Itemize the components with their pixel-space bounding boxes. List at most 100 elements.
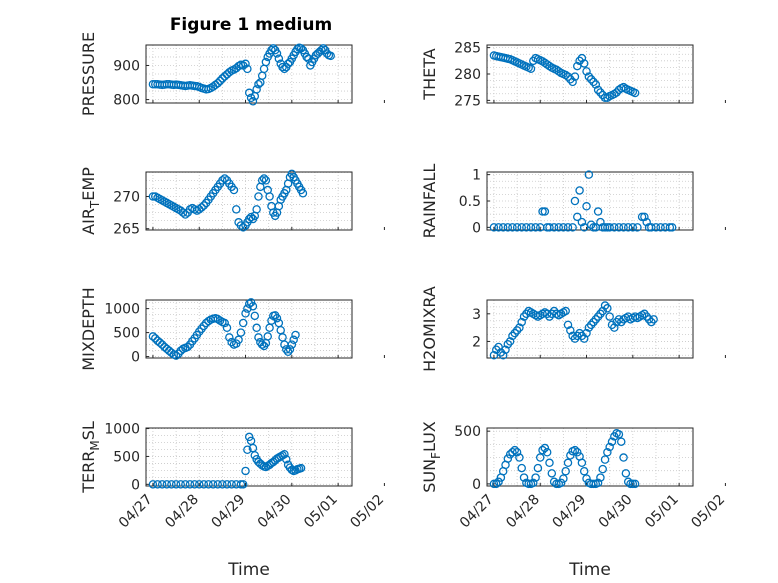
data-point bbox=[227, 480, 236, 489]
data-point bbox=[246, 212, 256, 222]
y-tick-label: 285 bbox=[454, 41, 481, 57]
data-point bbox=[628, 223, 638, 232]
data-point bbox=[215, 76, 225, 86]
data-point bbox=[283, 347, 293, 357]
data-point bbox=[512, 223, 522, 232]
y-tick-label: 3 bbox=[472, 307, 481, 323]
data-point bbox=[561, 306, 570, 316]
data-point bbox=[208, 480, 218, 489]
data-point bbox=[568, 331, 577, 341]
data-point bbox=[589, 317, 598, 327]
data-point bbox=[619, 223, 628, 232]
data-point bbox=[667, 223, 677, 232]
data-point bbox=[148, 332, 158, 341]
data-point bbox=[234, 335, 243, 345]
data-point bbox=[561, 70, 570, 80]
data-point bbox=[540, 207, 550, 216]
data-point bbox=[222, 480, 232, 489]
data-point bbox=[623, 223, 633, 232]
data-point bbox=[547, 469, 557, 478]
data-point bbox=[254, 333, 263, 342]
data-point bbox=[591, 315, 601, 324]
data-point bbox=[238, 318, 248, 328]
data-point bbox=[250, 451, 260, 460]
data-point bbox=[598, 464, 607, 474]
data-point bbox=[241, 309, 250, 318]
data-point bbox=[610, 89, 619, 99]
x-tick-label: 04/28 bbox=[503, 492, 543, 532]
data-point bbox=[589, 479, 598, 489]
data-point bbox=[563, 320, 573, 330]
data-point bbox=[157, 480, 167, 489]
data-point bbox=[282, 454, 291, 464]
data-point bbox=[225, 68, 234, 77]
data-point bbox=[582, 328, 591, 338]
y-tick-label: 500 bbox=[454, 424, 481, 440]
data-point bbox=[586, 220, 596, 229]
data-point bbox=[503, 223, 513, 232]
data-point bbox=[535, 453, 545, 462]
data-point bbox=[545, 458, 554, 468]
data-point bbox=[248, 97, 258, 106]
data-point bbox=[586, 75, 596, 84]
data-point bbox=[579, 466, 589, 476]
data-point bbox=[616, 437, 626, 446]
data-point bbox=[252, 205, 261, 214]
data-point bbox=[243, 445, 252, 454]
data-point bbox=[600, 93, 610, 102]
data-point bbox=[252, 323, 261, 333]
data-point bbox=[570, 445, 580, 455]
data-point bbox=[238, 480, 248, 489]
data-point bbox=[584, 323, 594, 332]
data-point bbox=[605, 312, 614, 321]
data-point bbox=[280, 449, 289, 459]
data-point bbox=[155, 338, 165, 347]
data-point bbox=[549, 306, 559, 316]
y-tick-label: 800 bbox=[113, 93, 140, 109]
x-tick-label: 04/29 bbox=[209, 492, 249, 532]
y-tick-label: 1 bbox=[472, 168, 481, 184]
subplot-rainfall: 0 0.5 1 RAINFALL bbox=[420, 164, 726, 238]
data-point bbox=[563, 458, 573, 468]
data-point bbox=[619, 453, 628, 462]
data-point bbox=[257, 176, 267, 185]
data-point bbox=[519, 473, 529, 482]
data-point bbox=[575, 186, 584, 195]
data-point bbox=[261, 57, 271, 67]
data-point bbox=[510, 328, 520, 338]
axes-box bbox=[145, 44, 353, 104]
data-point bbox=[153, 480, 162, 489]
y-axis-label: TERRMSL bbox=[79, 421, 102, 494]
data-point bbox=[252, 85, 261, 94]
data-point bbox=[531, 223, 540, 232]
data-point bbox=[171, 480, 181, 489]
data-point bbox=[517, 463, 526, 473]
data-point bbox=[566, 451, 575, 460]
y-tick-label: 1000 bbox=[104, 302, 140, 318]
data-point bbox=[220, 174, 229, 183]
data-point bbox=[512, 326, 522, 335]
data-point bbox=[512, 448, 522, 457]
data-point bbox=[577, 331, 587, 341]
data-point bbox=[298, 189, 308, 198]
data-point bbox=[190, 480, 199, 489]
x-tick-label: 05/02 bbox=[347, 492, 387, 532]
data-point bbox=[533, 463, 543, 473]
data-point bbox=[621, 469, 631, 478]
data-point bbox=[508, 223, 517, 232]
data-point bbox=[596, 473, 605, 482]
axes-box bbox=[145, 171, 353, 231]
data-point bbox=[157, 340, 167, 349]
data-point bbox=[272, 313, 282, 323]
data-point bbox=[492, 345, 501, 354]
data-point bbox=[593, 312, 603, 321]
data-point bbox=[549, 223, 559, 232]
data-point bbox=[265, 323, 274, 333]
x-tick-label: 04/27 bbox=[457, 492, 497, 532]
data-point bbox=[285, 345, 295, 354]
x-tick-label: 04/27 bbox=[116, 492, 156, 532]
data-point bbox=[213, 78, 223, 88]
data-point bbox=[626, 479, 635, 489]
